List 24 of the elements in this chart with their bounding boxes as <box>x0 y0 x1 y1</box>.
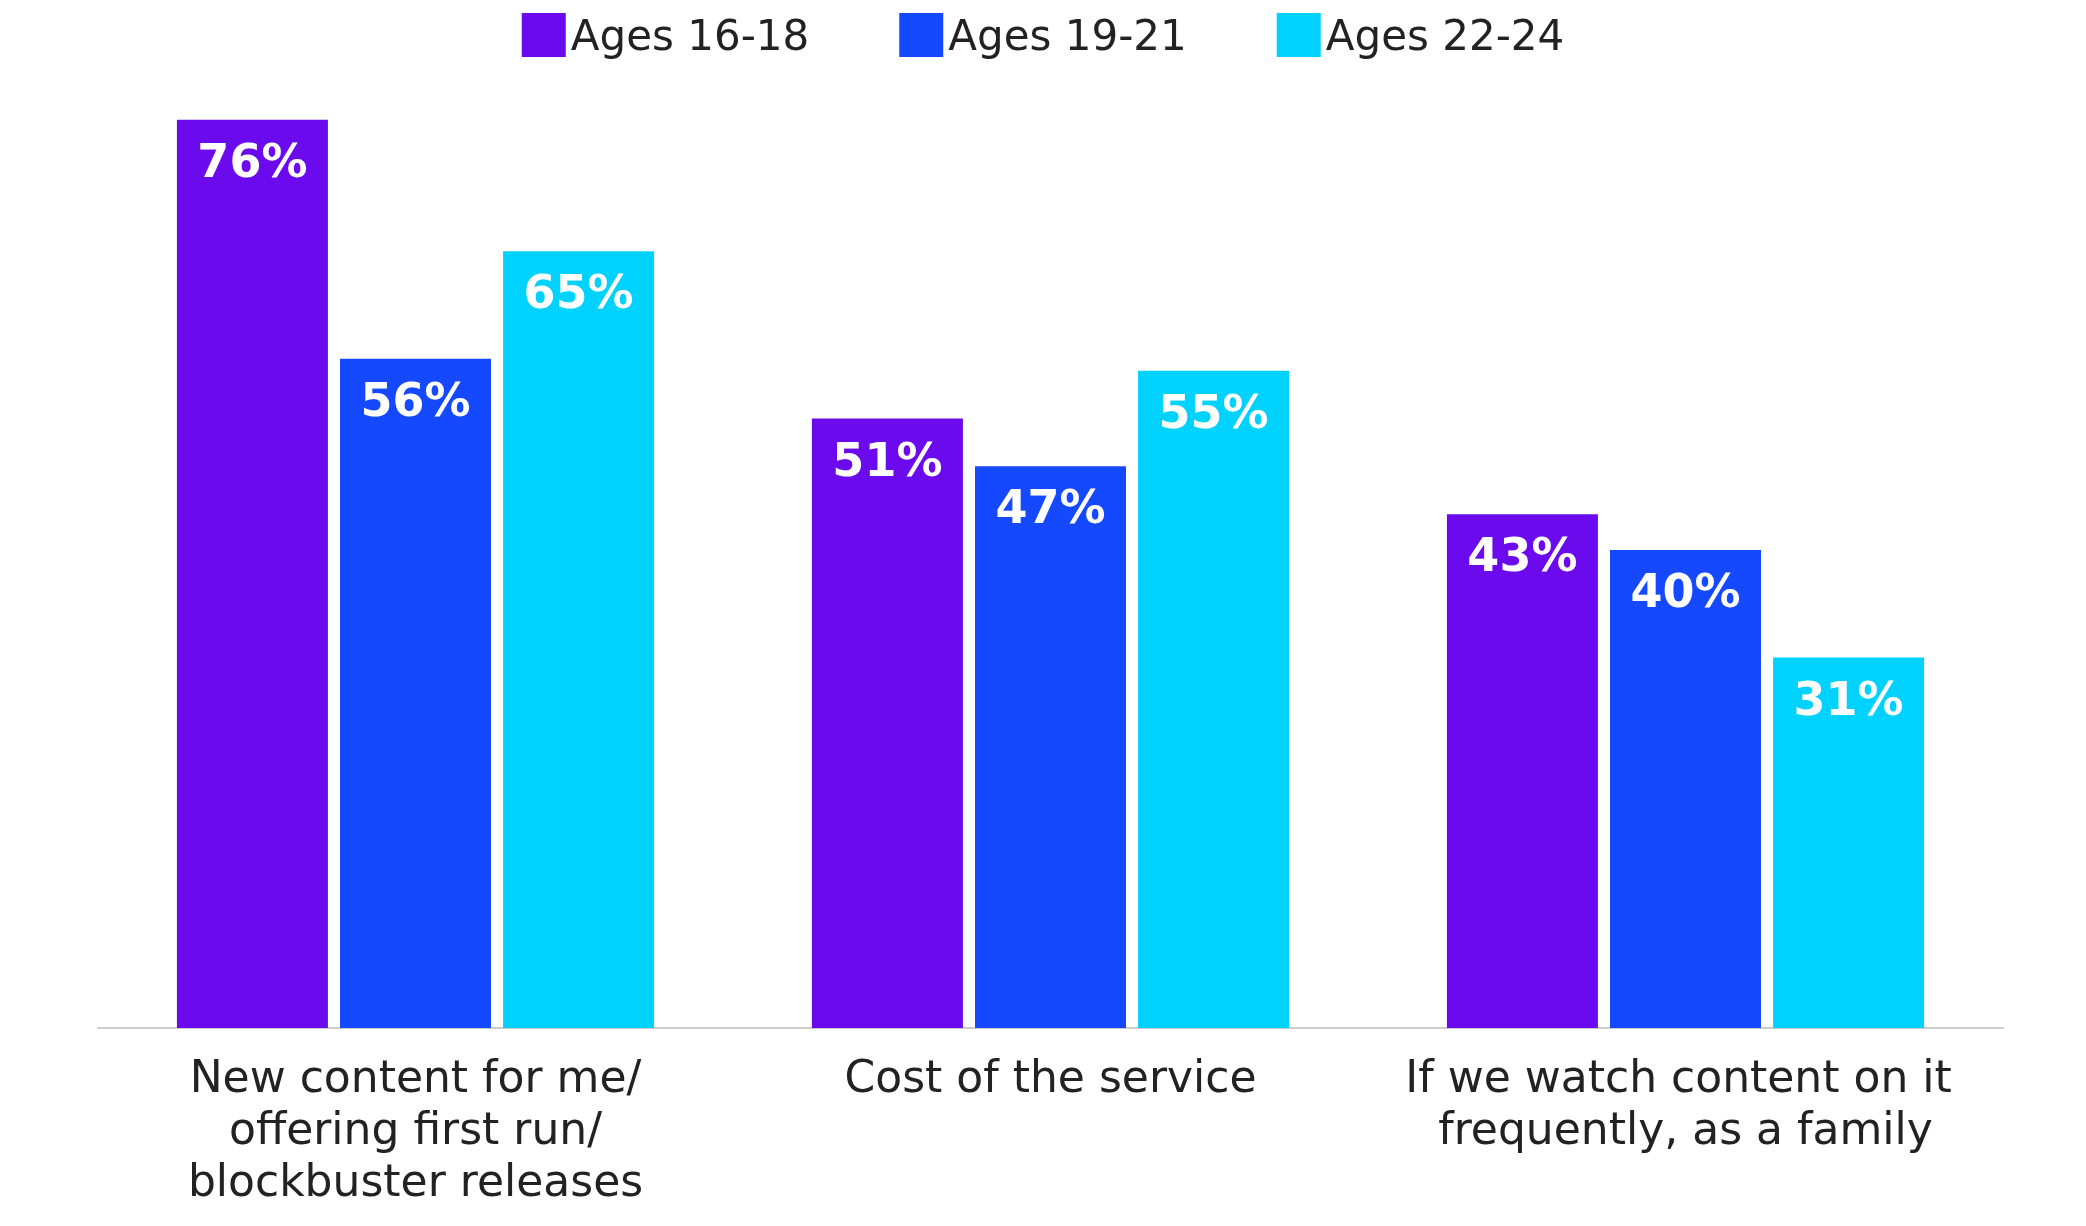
data-label: 40% <box>1630 564 1741 618</box>
data-label: 43% <box>1467 528 1578 583</box>
legend-label: Ages 16-18 <box>570 10 810 60</box>
data-label: 76% <box>197 133 308 188</box>
data-label: 31% <box>1793 671 1904 726</box>
data-label: 56% <box>360 372 471 427</box>
bar <box>1446 514 1598 1028</box>
bar <box>503 251 655 1028</box>
bar <box>975 466 1126 1028</box>
bar <box>1773 657 1925 1028</box>
bar <box>1610 550 1761 1028</box>
bar <box>176 119 328 1028</box>
data-label: 65% <box>523 265 634 320</box>
x-tick-label: If we watch content on it frequently, as a family <box>1405 1050 1966 1154</box>
bar <box>340 358 491 1028</box>
x-tick-label: New content for me/offering first run/blockbuster releases <box>187 1050 644 1206</box>
bar <box>1138 370 1290 1028</box>
legend-label: Ages 19-21 <box>948 10 1187 60</box>
data-label: 55% <box>1158 384 1269 439</box>
legend-label: Ages 22-24 <box>1325 10 1565 60</box>
data-label: 47% <box>995 480 1106 535</box>
data-label: 51% <box>832 432 943 487</box>
x-tick-label: Cost of the service <box>844 1050 1257 1102</box>
bar <box>811 418 963 1028</box>
